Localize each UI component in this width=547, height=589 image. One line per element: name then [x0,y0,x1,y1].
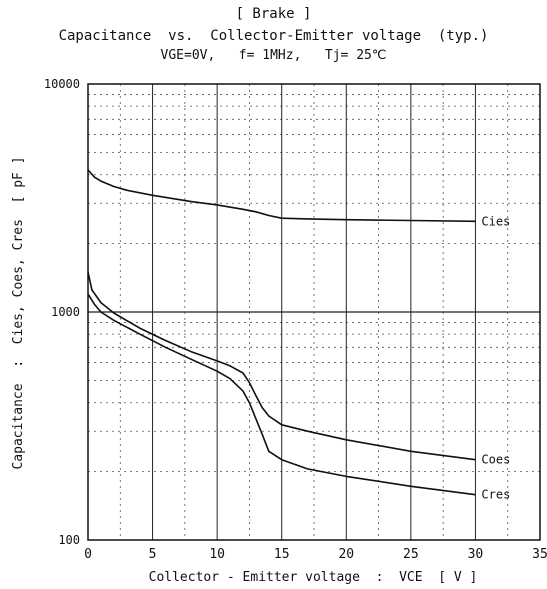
series-cres-label: Cres [481,488,510,502]
y-axis-label: Capacitance : Cies, Coes, Cres [ pF ] [11,156,26,469]
chart-conditions: VGE=0V, f= 1MHz, Tj= 25℃ [160,48,387,63]
series-coes-line [87,271,476,461]
series-layer [87,169,476,496]
series-cies-line [87,169,476,223]
x-tick-label: 20 [338,547,354,562]
x-tick-label: 10 [209,547,225,562]
x-tick-label: 35 [532,547,547,562]
x-tick-label: 30 [468,547,484,562]
y-tick-label: 1000 [51,305,80,319]
x-tick-label: 5 [149,547,157,562]
x-tick-label: 15 [274,547,290,562]
chart-title: [ Brake ] [235,6,312,22]
chart-subtitle: Capacitance vs. Collector-Emitter voltag… [58,28,489,44]
y-tick-labels: 100 1000 10000 [44,77,80,547]
x-tick-label: 25 [403,547,419,562]
x-tick-labels: 0 5 10 15 20 25 30 35 [84,547,547,562]
y-tick-label: 100 [58,533,80,547]
major-grid [88,84,540,540]
series-cres-line [87,293,476,496]
x-tick-label: 0 [84,547,92,562]
series-coes-label: Coes [481,453,510,467]
series-cies-label: Cies [481,214,510,228]
y-tick-label: 10000 [44,77,80,91]
x-axis-label: Collector - Emitter voltage : VCE [ V ] [149,570,478,585]
series-labels: Cies Coes Cres [481,214,510,501]
plot-frame [87,83,541,541]
